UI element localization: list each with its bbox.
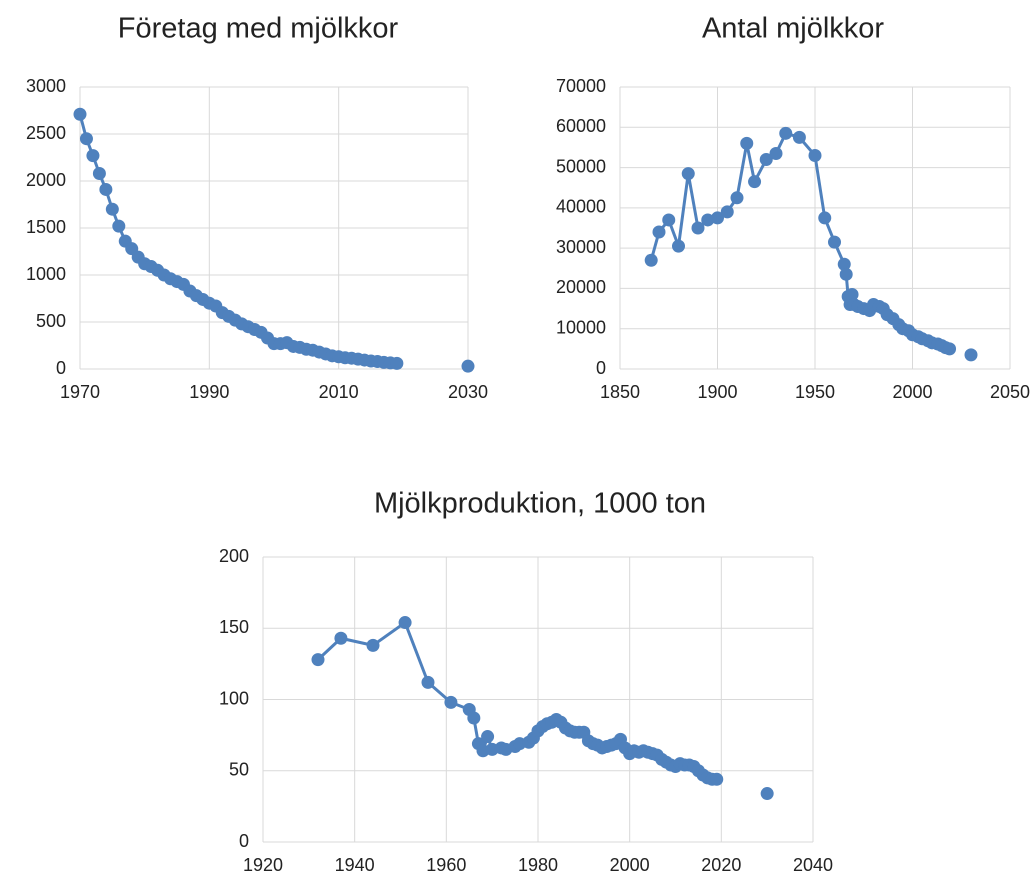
data-point [701,213,715,227]
data-point [390,356,404,370]
y-tick-label: 500 [36,311,66,331]
data-point [681,167,695,181]
y-tick-label: 10000 [556,317,606,337]
y-tick-label: 0 [56,358,66,378]
x-tick-label: 1960 [426,855,466,875]
data-point [461,359,475,373]
x-tick-label: 1950 [795,382,835,402]
data-point [710,772,724,786]
data-point [818,211,832,225]
data-point [759,153,773,167]
y-tick-label: 1500 [26,217,66,237]
data-point [943,342,957,356]
x-tick-label: 2000 [610,855,650,875]
x-tick-label: 2020 [701,855,741,875]
chart-title: Mjölkproduktion, 1000 ton [374,488,706,520]
data-point [828,235,841,249]
data-point [760,787,774,801]
y-tick-label: 0 [596,358,606,378]
data-point [779,126,793,140]
data-point [730,191,744,205]
y-tick-label: 50 [229,760,249,780]
x-tick-label: 1990 [189,382,229,402]
y-tick-label: 40000 [556,197,606,217]
y-tick-label: 3000 [26,76,66,96]
data-point [964,348,978,362]
x-tick-label: 2040 [793,855,833,875]
x-tick-label: 1850 [600,382,640,402]
data-point [691,221,705,235]
x-tick-label: 2000 [892,382,932,402]
y-tick-label: 150 [219,617,249,637]
data-point [672,239,685,253]
data-point [73,107,87,121]
data-point [792,130,806,144]
y-tick-label: 1000 [26,264,66,284]
y-tick-label: 70000 [556,76,606,96]
y-tick-label: 50000 [556,156,606,176]
data-point [99,182,113,196]
data-point [112,219,126,233]
data-point [366,638,380,652]
data-point [79,132,93,146]
data-point [105,202,119,216]
chart-title: Antal mjölkkor [702,13,884,45]
data-point [481,730,495,744]
y-tick-label: 2500 [26,123,66,143]
x-tick-label: 2010 [319,382,359,402]
series-line [649,131,950,351]
data-point [808,148,822,162]
data-point [662,213,676,227]
data-point [398,616,412,630]
chart-title: Företag med mjölkkor [118,13,399,45]
x-tick-label: 1980 [518,855,558,875]
data-point [86,149,100,163]
data-point [644,253,658,267]
data-point [839,267,853,281]
data-point [711,211,724,225]
data-point [444,695,458,709]
data-point [421,675,435,689]
data-point [652,225,666,239]
data-point [845,287,859,301]
y-tick-label: 20000 [556,277,606,297]
data-point [92,166,106,180]
y-tick-label: 30000 [556,237,606,257]
x-tick-label: 2030 [448,382,488,402]
y-tick-label: 100 [219,688,249,708]
x-tick-label: 1940 [335,855,375,875]
x-tick-label: 1920 [243,855,283,875]
data-point [769,146,783,160]
x-tick-label: 1900 [697,382,737,402]
y-tick-label: 2000 [26,170,66,190]
data-point [334,631,348,645]
data-point [748,175,762,189]
x-tick-label: 1970 [60,382,100,402]
data-point [837,257,851,271]
data-point [311,653,325,667]
y-tick-label: 200 [219,546,249,566]
x-tick-label: 2050 [990,382,1030,402]
data-point [467,711,481,725]
data-point [740,136,754,150]
y-tick-label: 60000 [556,116,606,136]
y-tick-label: 0 [239,831,249,851]
data-point [720,205,734,219]
